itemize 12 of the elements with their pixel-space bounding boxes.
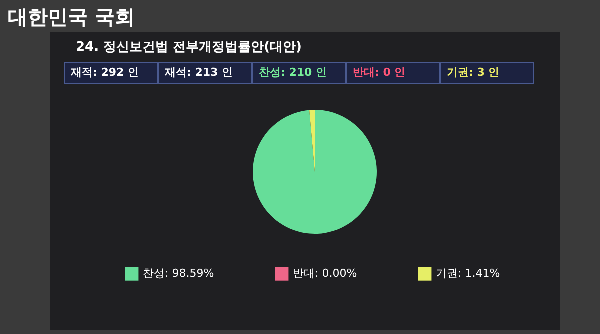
text: 반대: 0 인 xyxy=(346,62,440,84)
text: 재석: 213 인 xyxy=(158,62,252,84)
text: 재적: 292 인 xyxy=(64,62,158,84)
text: 대한민국 국회 xyxy=(8,4,135,31)
pie-slice xyxy=(310,110,315,172)
chart-title: 24. 정신보건법 전부개정법률안(대안) xyxy=(76,39,302,56)
text: 찬성: 210 인 xyxy=(252,62,346,84)
text: 기권: 3 인 xyxy=(440,62,534,84)
legend-label: 기권: 1.41% xyxy=(436,267,500,280)
pie-slice xyxy=(253,110,377,234)
legend-label: 반대: 0.00% xyxy=(293,267,358,280)
legend-label: 찬성: 98.59% xyxy=(143,267,214,280)
